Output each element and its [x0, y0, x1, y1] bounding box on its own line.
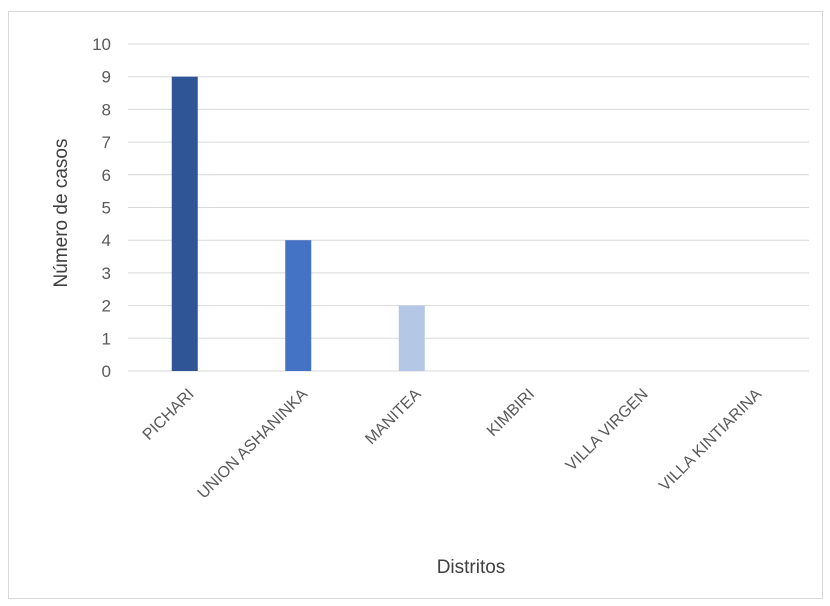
y-axis-ticks: 0 1 2 3 4 5 6 7 8 9 10: [92, 35, 111, 381]
bar-union-ashaninka: [285, 240, 312, 371]
y-tick-label: 1: [102, 329, 111, 348]
y-tick-label: 10: [92, 35, 111, 54]
y-tick-label: 6: [102, 166, 111, 185]
gridlines: [128, 43, 809, 372]
x-tick-label-villa-virgen: VILLA VIRGEN: [563, 386, 652, 475]
y-tick-label: 9: [102, 68, 111, 87]
y-axis-title: Número de casos: [51, 139, 72, 288]
y-tick-label: 4: [102, 231, 111, 250]
y-tick-label: 2: [102, 297, 111, 316]
y-tick-label: 7: [102, 133, 111, 152]
x-axis-title: Distritos: [437, 557, 506, 578]
bar-manitea: [398, 305, 425, 371]
y-tick-label: 0: [102, 362, 111, 381]
x-tick-label-kimbiri: KIMBIRI: [484, 386, 538, 440]
x-tick-label-pichari: PICHARI: [140, 386, 198, 444]
bar-pichari: [171, 76, 198, 371]
x-tick-label-union-ashaninka: UNION ASHANINKA: [195, 386, 312, 503]
y-tick-label: 3: [102, 264, 111, 283]
bars: [171, 76, 425, 371]
y-tick-label: 5: [102, 199, 111, 218]
x-tick-label-villa-kintiarina: VILLA KINTIARINA: [656, 386, 765, 495]
y-tick-label: 8: [102, 100, 111, 119]
x-tick-label-manitea: MANITEA: [362, 386, 425, 449]
